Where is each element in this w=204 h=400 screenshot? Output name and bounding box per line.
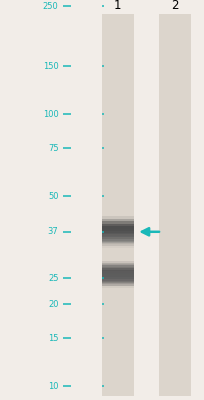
Bar <box>101 216 133 244</box>
Bar <box>159 14 190 396</box>
Bar <box>101 224 133 237</box>
Bar <box>101 14 133 396</box>
Bar <box>101 268 133 279</box>
Bar <box>101 233 133 244</box>
Bar <box>101 264 133 274</box>
Bar <box>101 267 133 272</box>
Bar <box>101 228 133 248</box>
Bar <box>101 231 133 246</box>
Bar <box>101 268 133 288</box>
Bar <box>101 273 133 283</box>
Text: 250: 250 <box>42 2 58 10</box>
Text: 1: 1 <box>114 0 121 12</box>
Text: 2: 2 <box>171 0 178 12</box>
Text: 75: 75 <box>48 144 58 153</box>
Text: 25: 25 <box>48 274 58 283</box>
Bar <box>101 261 133 286</box>
Bar <box>101 261 133 278</box>
Text: 150: 150 <box>42 62 58 71</box>
Text: 50: 50 <box>48 192 58 201</box>
Bar <box>101 271 133 286</box>
Text: 37: 37 <box>48 227 58 236</box>
Bar <box>101 265 133 282</box>
Bar <box>101 275 133 281</box>
Text: 10: 10 <box>48 382 58 391</box>
Text: 15: 15 <box>48 334 58 343</box>
Bar <box>101 226 133 234</box>
Bar <box>101 221 133 239</box>
Text: 100: 100 <box>42 110 58 119</box>
Bar <box>101 236 133 241</box>
Bar <box>101 270 133 277</box>
Bar <box>101 263 133 284</box>
Text: 20: 20 <box>48 300 58 309</box>
Bar <box>101 219 133 242</box>
